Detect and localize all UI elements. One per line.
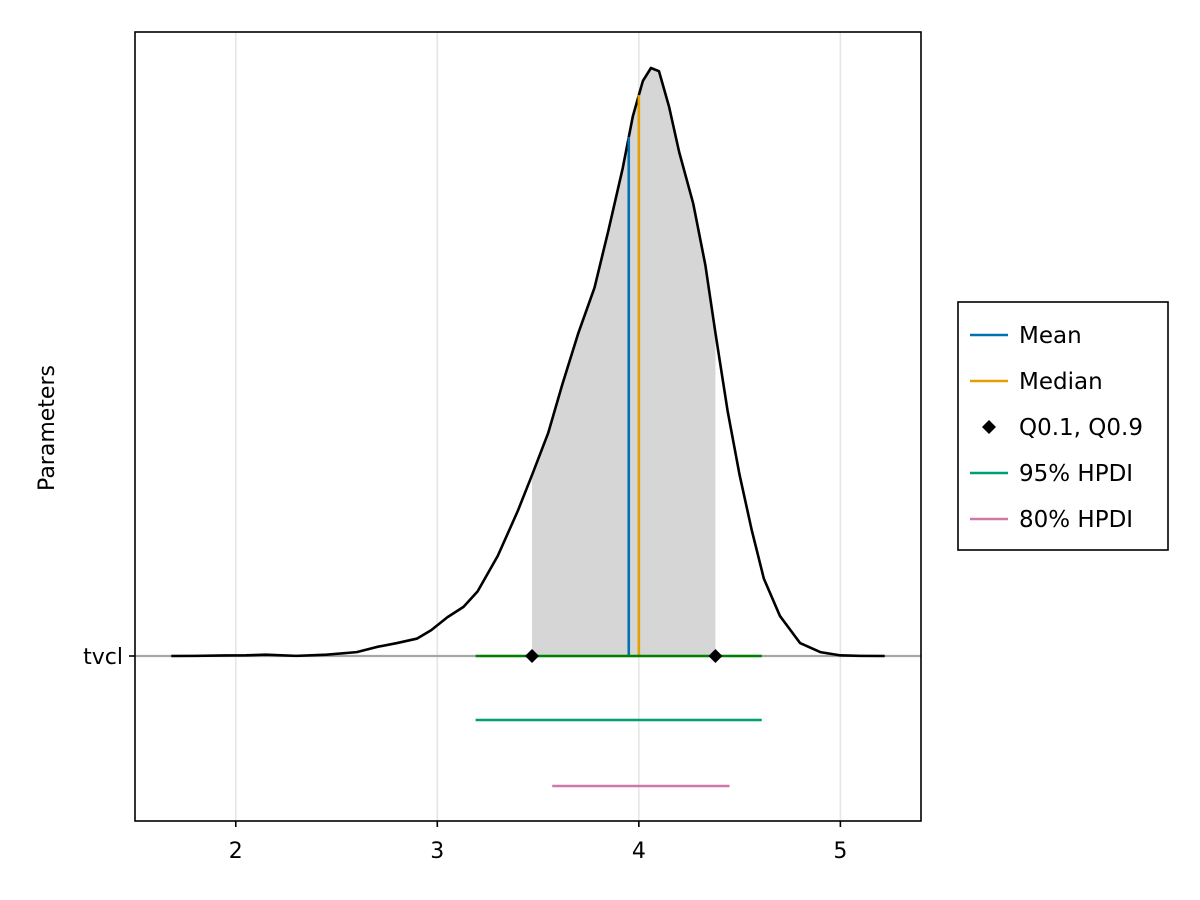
shaded-interval xyxy=(532,68,716,656)
y-axis-title: Parameters xyxy=(35,365,60,491)
quantile-marker xyxy=(525,649,540,663)
density-curve xyxy=(171,66,885,658)
plot-frame xyxy=(134,31,922,822)
legend-swatch-diamond xyxy=(982,420,996,434)
quantile-shaded-area xyxy=(532,68,716,656)
legend-label: 80% HPDI xyxy=(1019,507,1133,533)
x-tick-label: 4 xyxy=(632,839,646,864)
legend: Mean Median Q0.1, Q0.9 95% HPDI 80% HPDI xyxy=(957,301,1169,551)
x-tick-label: 2 xyxy=(229,839,243,864)
x-tick-label: 3 xyxy=(430,839,444,864)
statistics-group xyxy=(475,95,762,788)
grid-lines xyxy=(135,32,921,821)
legend-label: Median xyxy=(1019,369,1103,395)
quantile-marker xyxy=(708,649,723,663)
x-tick-label: 5 xyxy=(833,839,847,864)
legend-label: Mean xyxy=(1019,323,1082,349)
legend-label: 95% HPDI xyxy=(1019,461,1133,487)
density-curve-group xyxy=(171,66,885,658)
legend-label: Q0.1, Q0.9 xyxy=(1019,415,1143,441)
axes: 2 3 4 5 tvcl xyxy=(83,645,847,864)
y-tick-label-parameter: tvcl xyxy=(83,645,123,670)
